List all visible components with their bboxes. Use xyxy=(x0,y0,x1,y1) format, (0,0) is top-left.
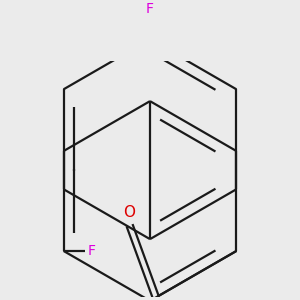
Text: F: F xyxy=(87,244,95,258)
Text: F: F xyxy=(146,2,154,16)
Text: O: O xyxy=(123,206,135,220)
